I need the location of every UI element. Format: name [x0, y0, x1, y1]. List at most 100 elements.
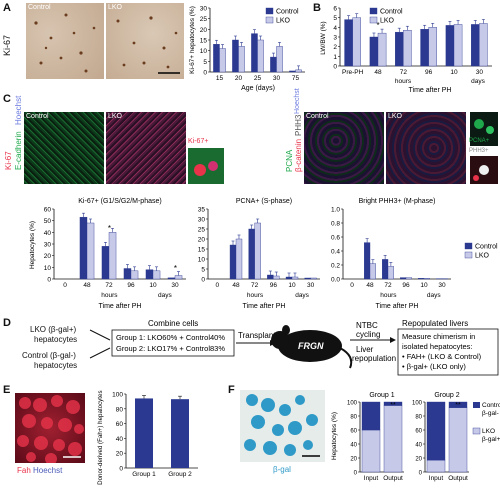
repop-line-3: • FAH+ (LKO & Control): [402, 352, 482, 361]
liver-label: Liver: [356, 345, 374, 354]
chart-title: PCNA+ (S-phase): [236, 198, 292, 205]
x-tick-label: 10: [288, 282, 296, 289]
y-tick-label: 40: [350, 443, 357, 449]
x-tick-label: 48: [83, 282, 91, 289]
x-tick-label: 10: [149, 282, 157, 289]
bar-control: [145, 269, 154, 280]
liver-label-2: repopulation: [352, 354, 396, 363]
stacked-bar-lko: [361, 429, 381, 473]
bar-lko: [276, 46, 283, 73]
micrograph-c-ki67-control: Control: [24, 112, 104, 184]
bar-control: [213, 44, 220, 73]
inset-label-phh3: PHH3+: [469, 148, 489, 154]
bar-lko: [130, 270, 139, 280]
inset-ki67-positive: [188, 148, 224, 184]
y-tick-label: 5: [203, 59, 207, 66]
y-axis-label: Hepatocytes (%): [29, 221, 36, 269]
y-tick-label: 80: [415, 415, 422, 421]
bar-lko: [403, 30, 412, 67]
repop-line-1: Measure chimerism in: [402, 332, 475, 341]
group2-text: Group 2: LKO17% + Control83%: [116, 344, 225, 353]
x-tick-label: 48: [232, 282, 240, 289]
y-tick-label: 1: [333, 54, 337, 61]
legend-label: LKO: [380, 18, 395, 25]
x-tick-label: 10: [420, 282, 428, 289]
legend-swatch: [265, 7, 274, 15]
y-tick-label: 20: [350, 457, 357, 463]
label-lko-hepatocytes-2: hepatocytes: [34, 335, 77, 344]
x-tick-label: 72: [384, 282, 392, 289]
x-tick-label: 30: [307, 282, 315, 289]
y-tick-label: 15: [198, 247, 206, 254]
y-axis-label: Ki-67+ hepatocytes (%): [189, 6, 196, 74]
bar-control: [267, 274, 274, 280]
y-tick-label: 40: [415, 443, 422, 449]
y-tick-label: 60: [44, 207, 52, 214]
panel-label-d: D: [3, 317, 11, 329]
bar-control: [364, 242, 371, 280]
panel-label-c: C: [3, 93, 11, 105]
y-tick-label: 6: [333, 6, 337, 13]
x-tick-label: Group 1: [132, 471, 156, 478]
y-tick-label: 80: [350, 415, 357, 421]
y-axis-label: Donor-derived (Fah+) hepatocytes (%): [97, 390, 104, 485]
y-tick-label: 100: [347, 401, 358, 407]
chart-title: Bright PHH3+ (M-phase): [359, 198, 436, 205]
combine-box: [111, 329, 235, 357]
bar-lko: [174, 275, 183, 280]
micrograph-f-bgal: [240, 390, 325, 462]
x-tick-label: Output: [383, 475, 403, 482]
nucleus-shapes: [474, 119, 494, 134]
ntbc-label: NTBC: [356, 321, 378, 330]
x-tick-label: 30: [273, 75, 281, 82]
chart-b: 0 1 2 3 4 5 6 Pre-PH 48 72 96 10 30 LW/BW (%) Control L…: [320, 6, 492, 94]
bar-lko: [428, 27, 437, 67]
y-tick-label: 25: [198, 227, 206, 234]
combine-title: Combine cells: [148, 319, 198, 328]
y-tick-label: 5: [201, 267, 205, 274]
y-tick-label: 0.8: [331, 221, 340, 228]
group-label-days: days: [158, 292, 172, 299]
panel-c-side-ecad: E-cadherin: [14, 131, 23, 170]
legend-label: LKO: [475, 253, 490, 260]
bar-lko: [453, 24, 463, 67]
x-tick-label: Output: [448, 475, 468, 482]
bar-control: [232, 39, 239, 73]
bar-control: [304, 277, 311, 280]
legend-label: Control: [276, 9, 299, 16]
bar-lko: [405, 277, 412, 280]
stacked-bar-lko: [383, 405, 403, 473]
y-axis-label: Hepatocytes (%): [331, 412, 338, 460]
mouse-icon: [271, 325, 353, 369]
workflow-diagram: LKO (β-gal+) hepatocytes Control (β-gal-…: [22, 319, 499, 376]
label-hoechst: Hoechst: [33, 466, 63, 475]
micrograph-label-lko: LKO: [388, 113, 403, 120]
stacked-bar-lko: [448, 407, 468, 473]
transplant-label: Transplant: [238, 331, 276, 340]
chart-title: Ki-67+ (G1/S/G2/M-phase): [78, 198, 161, 205]
bar-lko: [254, 222, 261, 280]
label-lko-hepatocytes: LKO (β-gal+): [30, 325, 77, 334]
y-tick-label: 35: [198, 207, 206, 214]
bar-lko: [369, 263, 376, 280]
inset-label-pcna: PCNA+: [469, 138, 490, 144]
ki67-nuclei-dots: [34, 13, 96, 73]
y-tick-label: 50: [44, 218, 52, 225]
y-tick-label: 80: [116, 406, 124, 413]
y-tick-label: 0.4: [331, 249, 340, 256]
bar-lko: [86, 222, 95, 280]
x-tick-label: 20: [235, 75, 243, 82]
bar-lko: [310, 277, 317, 280]
bar-lko: [108, 232, 117, 280]
x-axis-label: Time after PH: [243, 303, 286, 310]
x-tick-label: 30: [438, 282, 446, 289]
group-label-days: days: [295, 292, 309, 299]
bar-control: [369, 36, 379, 67]
legend-swatch: [464, 242, 473, 250]
bar-control: [285, 276, 293, 280]
bar-fah: [135, 398, 153, 468]
x-tick-label: 0: [63, 282, 67, 289]
group-label-hours: hours: [101, 292, 118, 299]
legend-swatch: [472, 427, 481, 435]
y-axis-label: LW/BW (%): [320, 21, 327, 54]
